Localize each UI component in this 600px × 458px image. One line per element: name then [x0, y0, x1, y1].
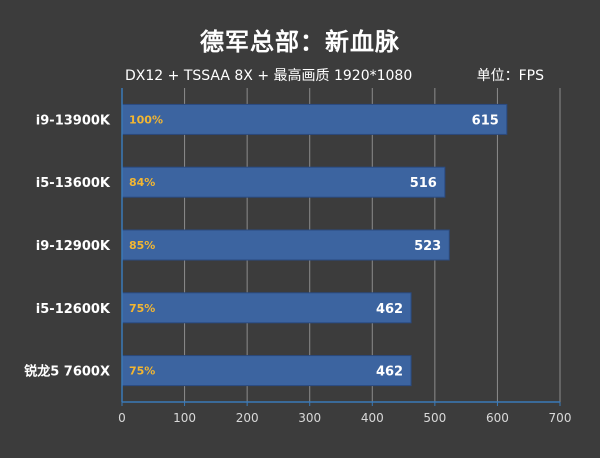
x-tick-label: 400 — [361, 411, 384, 425]
chart-title: 德军总部：新血脉 — [200, 28, 400, 56]
bar — [121, 229, 450, 261]
category-label: i5-13600K — [36, 176, 111, 191]
bar-value-label: 516 — [410, 176, 437, 191]
x-tick-label: 500 — [423, 411, 446, 425]
bar — [121, 166, 446, 198]
bar-value-label: 462 — [376, 365, 403, 380]
bar-percent-label: 75% — [129, 365, 155, 378]
unit-label: 单位：FPS — [476, 68, 544, 84]
x-tick-label: 700 — [549, 411, 572, 425]
category-label: i9-12900K — [36, 239, 111, 254]
x-tick-label: 300 — [298, 411, 321, 425]
bar-percent-label: 85% — [129, 239, 155, 252]
bar-value-label: 615 — [472, 113, 499, 128]
x-tick-label: 100 — [173, 411, 196, 425]
x-tick-label: 200 — [236, 411, 259, 425]
category-label: i5-12600K — [36, 302, 111, 317]
bar-percent-label: 75% — [129, 302, 155, 315]
category-label: i9-13900K — [36, 113, 111, 128]
bar — [121, 355, 412, 387]
bar — [121, 292, 412, 324]
bar-value-label: 462 — [376, 302, 403, 317]
bar-value-label: 523 — [414, 239, 441, 254]
x-tick-label: 0 — [118, 411, 126, 425]
bar-percent-label: 100% — [129, 113, 163, 126]
chart-subtitle: DX12 + TSSAA 8X + 最高画质 1920*1080 — [125, 68, 413, 84]
bar-percent-label: 84% — [129, 176, 155, 189]
x-tick-label: 600 — [486, 411, 509, 425]
category-label: 锐龙5 7600X — [24, 364, 110, 380]
bar — [121, 103, 508, 135]
